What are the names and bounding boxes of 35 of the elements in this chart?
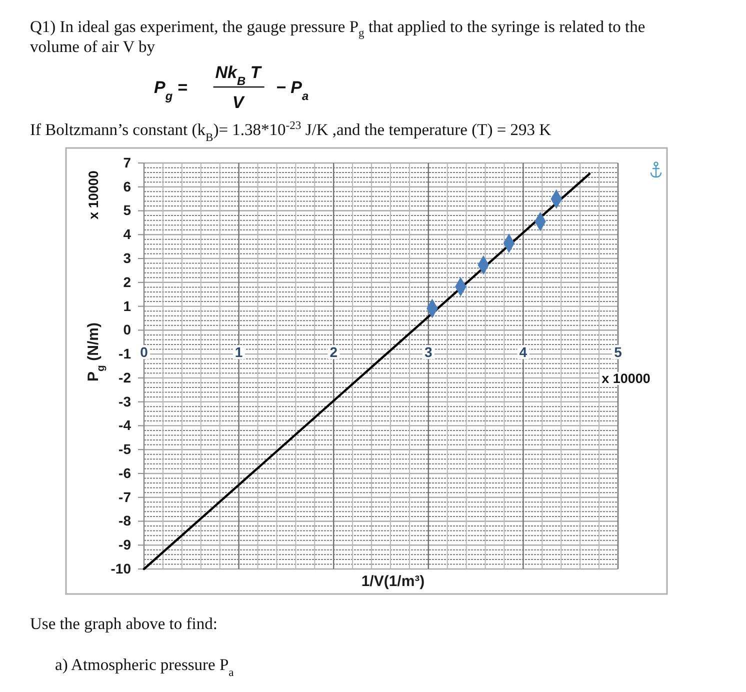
x-tick-label: 4 xyxy=(519,344,528,360)
y-tick-label: 4 xyxy=(123,226,132,242)
x-tick-label: 3 xyxy=(424,344,432,360)
y-tick-label: 7 xyxy=(123,154,132,170)
y-tick-label: -6 xyxy=(118,464,132,481)
annotation: x 10000 xyxy=(602,371,650,386)
y-tick-label: 6 xyxy=(123,178,132,194)
y-tick-label: -5 xyxy=(118,441,132,458)
y-tick-label: -9 xyxy=(118,536,132,553)
x-tick-label: 1 xyxy=(234,344,243,360)
text: Use the graph above to find: xyxy=(30,614,218,633)
x-tick-label: 2 xyxy=(330,344,338,360)
x-axis-title: 1/V(1/m³) xyxy=(361,573,425,590)
y-tick-label: -4 xyxy=(118,417,132,434)
y-tick-label: -2 xyxy=(118,369,132,386)
y-tick-label: -1 xyxy=(118,346,132,362)
x-tick-label: 5 xyxy=(614,344,622,360)
y-tick-label: -7 xyxy=(118,488,132,505)
chart-title: Q1) In ideal gas experiment, the gauge pressure P$_{g}$ that applied to the syringe is related to the volume of air V by xyxy=(30,17,646,56)
y-tick-label: -10 xyxy=(110,560,132,576)
y-tick-label: 0 xyxy=(123,322,132,338)
y-tick-label: 1 xyxy=(123,298,132,314)
y-tick-label: -8 xyxy=(118,512,132,529)
text: P$_{g}$ = xyxy=(154,78,188,103)
y-tick-label: 5 xyxy=(123,202,132,218)
text: − P$_{a}$ xyxy=(276,78,309,103)
text: x 10000 xyxy=(86,170,101,220)
y-tick-label: -3 xyxy=(118,393,132,410)
text: V xyxy=(232,93,246,112)
y-tick-label: 3 xyxy=(123,250,132,266)
y-tick-label: 2 xyxy=(123,274,132,290)
text: Nk$_{B}$ T xyxy=(215,63,262,88)
text: a) Atmospheric pressure P$_{a}$ xyxy=(55,655,234,679)
x-tick-label: 0 xyxy=(140,344,148,360)
text: If Boltzmann’s constant (k$_{B}$)= 1.38*10$^{-23}$ J/K ,and the temperature (T) = 293 K xyxy=(30,120,552,144)
